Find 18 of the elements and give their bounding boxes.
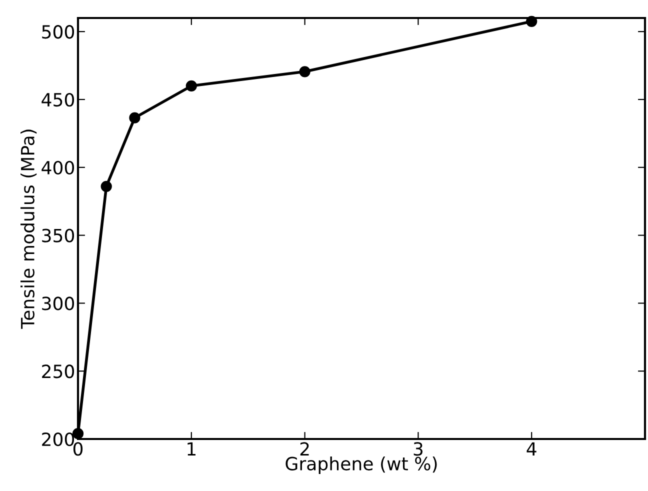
x-axis-title: Graphene (wt %) (286, 456, 437, 474)
point (299, 66, 310, 78)
y-tick-label: 450 (42, 92, 74, 107)
x-tick-label: 2 (300, 442, 309, 456)
y-tick-label: 400 (42, 160, 74, 175)
y-tick-label: 350 (42, 228, 74, 242)
x-tick-label: 3 (414, 442, 422, 456)
y-tick-label: 200 (42, 432, 74, 446)
x-tick-label: 1 (188, 442, 196, 456)
y-tick-label: 250 (42, 364, 74, 378)
point (100, 180, 112, 192)
y-tick-label: 500 (42, 25, 74, 39)
x-tick-label: 4 (526, 442, 536, 456)
y-axis-title: Tensile modulus (MPa) (20, 130, 37, 329)
y-tick-label: 300 (42, 296, 74, 310)
point (129, 112, 140, 124)
x-tick-label: 0 (73, 442, 83, 456)
point (186, 80, 197, 92)
